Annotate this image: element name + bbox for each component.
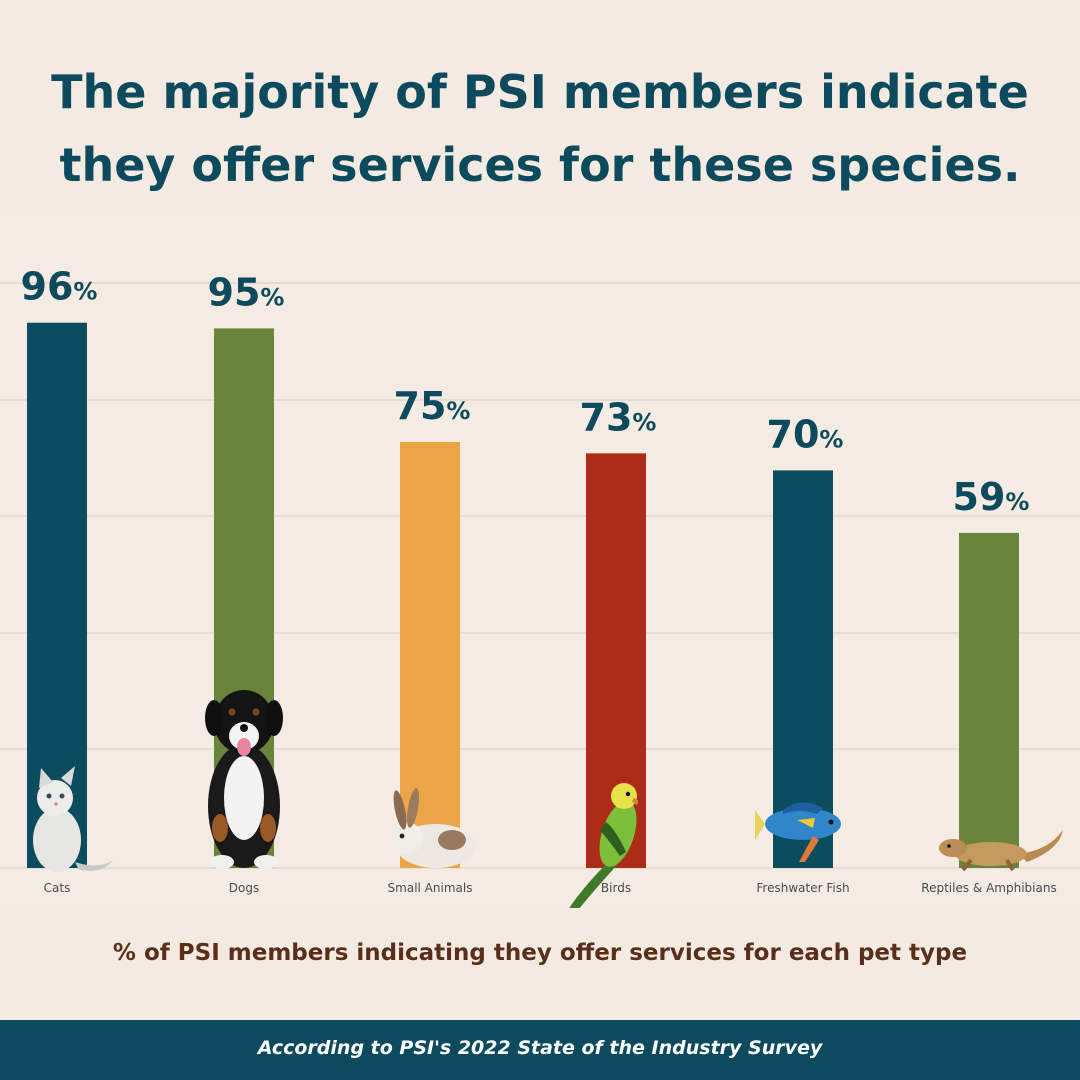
category-label-5: Reptiles & Amphibians xyxy=(921,881,1056,895)
category-label-3: Birds xyxy=(601,881,631,895)
data-label-0: 96% xyxy=(21,265,98,309)
fish-icon xyxy=(755,802,841,862)
bar-0 xyxy=(27,322,87,869)
bar-chart: 96% Cats 95% Dogs 75% Small Animals 73% Birds 70… xyxy=(0,265,1080,908)
bar-5 xyxy=(959,532,1019,868)
category-label-4: Freshwater Fish xyxy=(756,881,849,895)
parakeet-icon xyxy=(569,783,638,908)
lizard-icon xyxy=(939,830,1063,872)
headline: The majority of PSI members indicate the… xyxy=(0,56,1080,202)
footer-band: According to PSI's 2022 State of the Ind… xyxy=(0,1020,1080,1080)
gridlines xyxy=(0,282,1080,869)
headline-line-2: they offer services for these species. xyxy=(59,138,1021,192)
data-label-5: 59% xyxy=(953,475,1030,519)
dog-icon xyxy=(205,690,283,869)
data-label-4: 70% xyxy=(767,412,844,456)
category-label-1: Dogs xyxy=(229,881,259,895)
data-label-1: 95% xyxy=(208,270,285,314)
data-label-3: 73% xyxy=(580,395,657,439)
chart-caption: % of PSI members indicating they offer s… xyxy=(112,940,968,966)
category-label-0: Cats xyxy=(44,881,71,895)
headline-line-1: The majority of PSI members indicate xyxy=(51,65,1029,119)
data-label-2: 75% xyxy=(394,384,471,428)
bar-2 xyxy=(400,442,460,868)
source-note: According to PSI's 2022 State of the Ind… xyxy=(257,1037,823,1059)
cat-icon xyxy=(33,766,113,872)
rabbit-icon xyxy=(389,788,476,868)
chart-panel: 96% Cats 95% Dogs 75% Small Animals 73% Birds 70… xyxy=(0,212,1080,908)
category-label-2: Small Animals xyxy=(388,881,473,895)
bar-4 xyxy=(773,470,833,868)
